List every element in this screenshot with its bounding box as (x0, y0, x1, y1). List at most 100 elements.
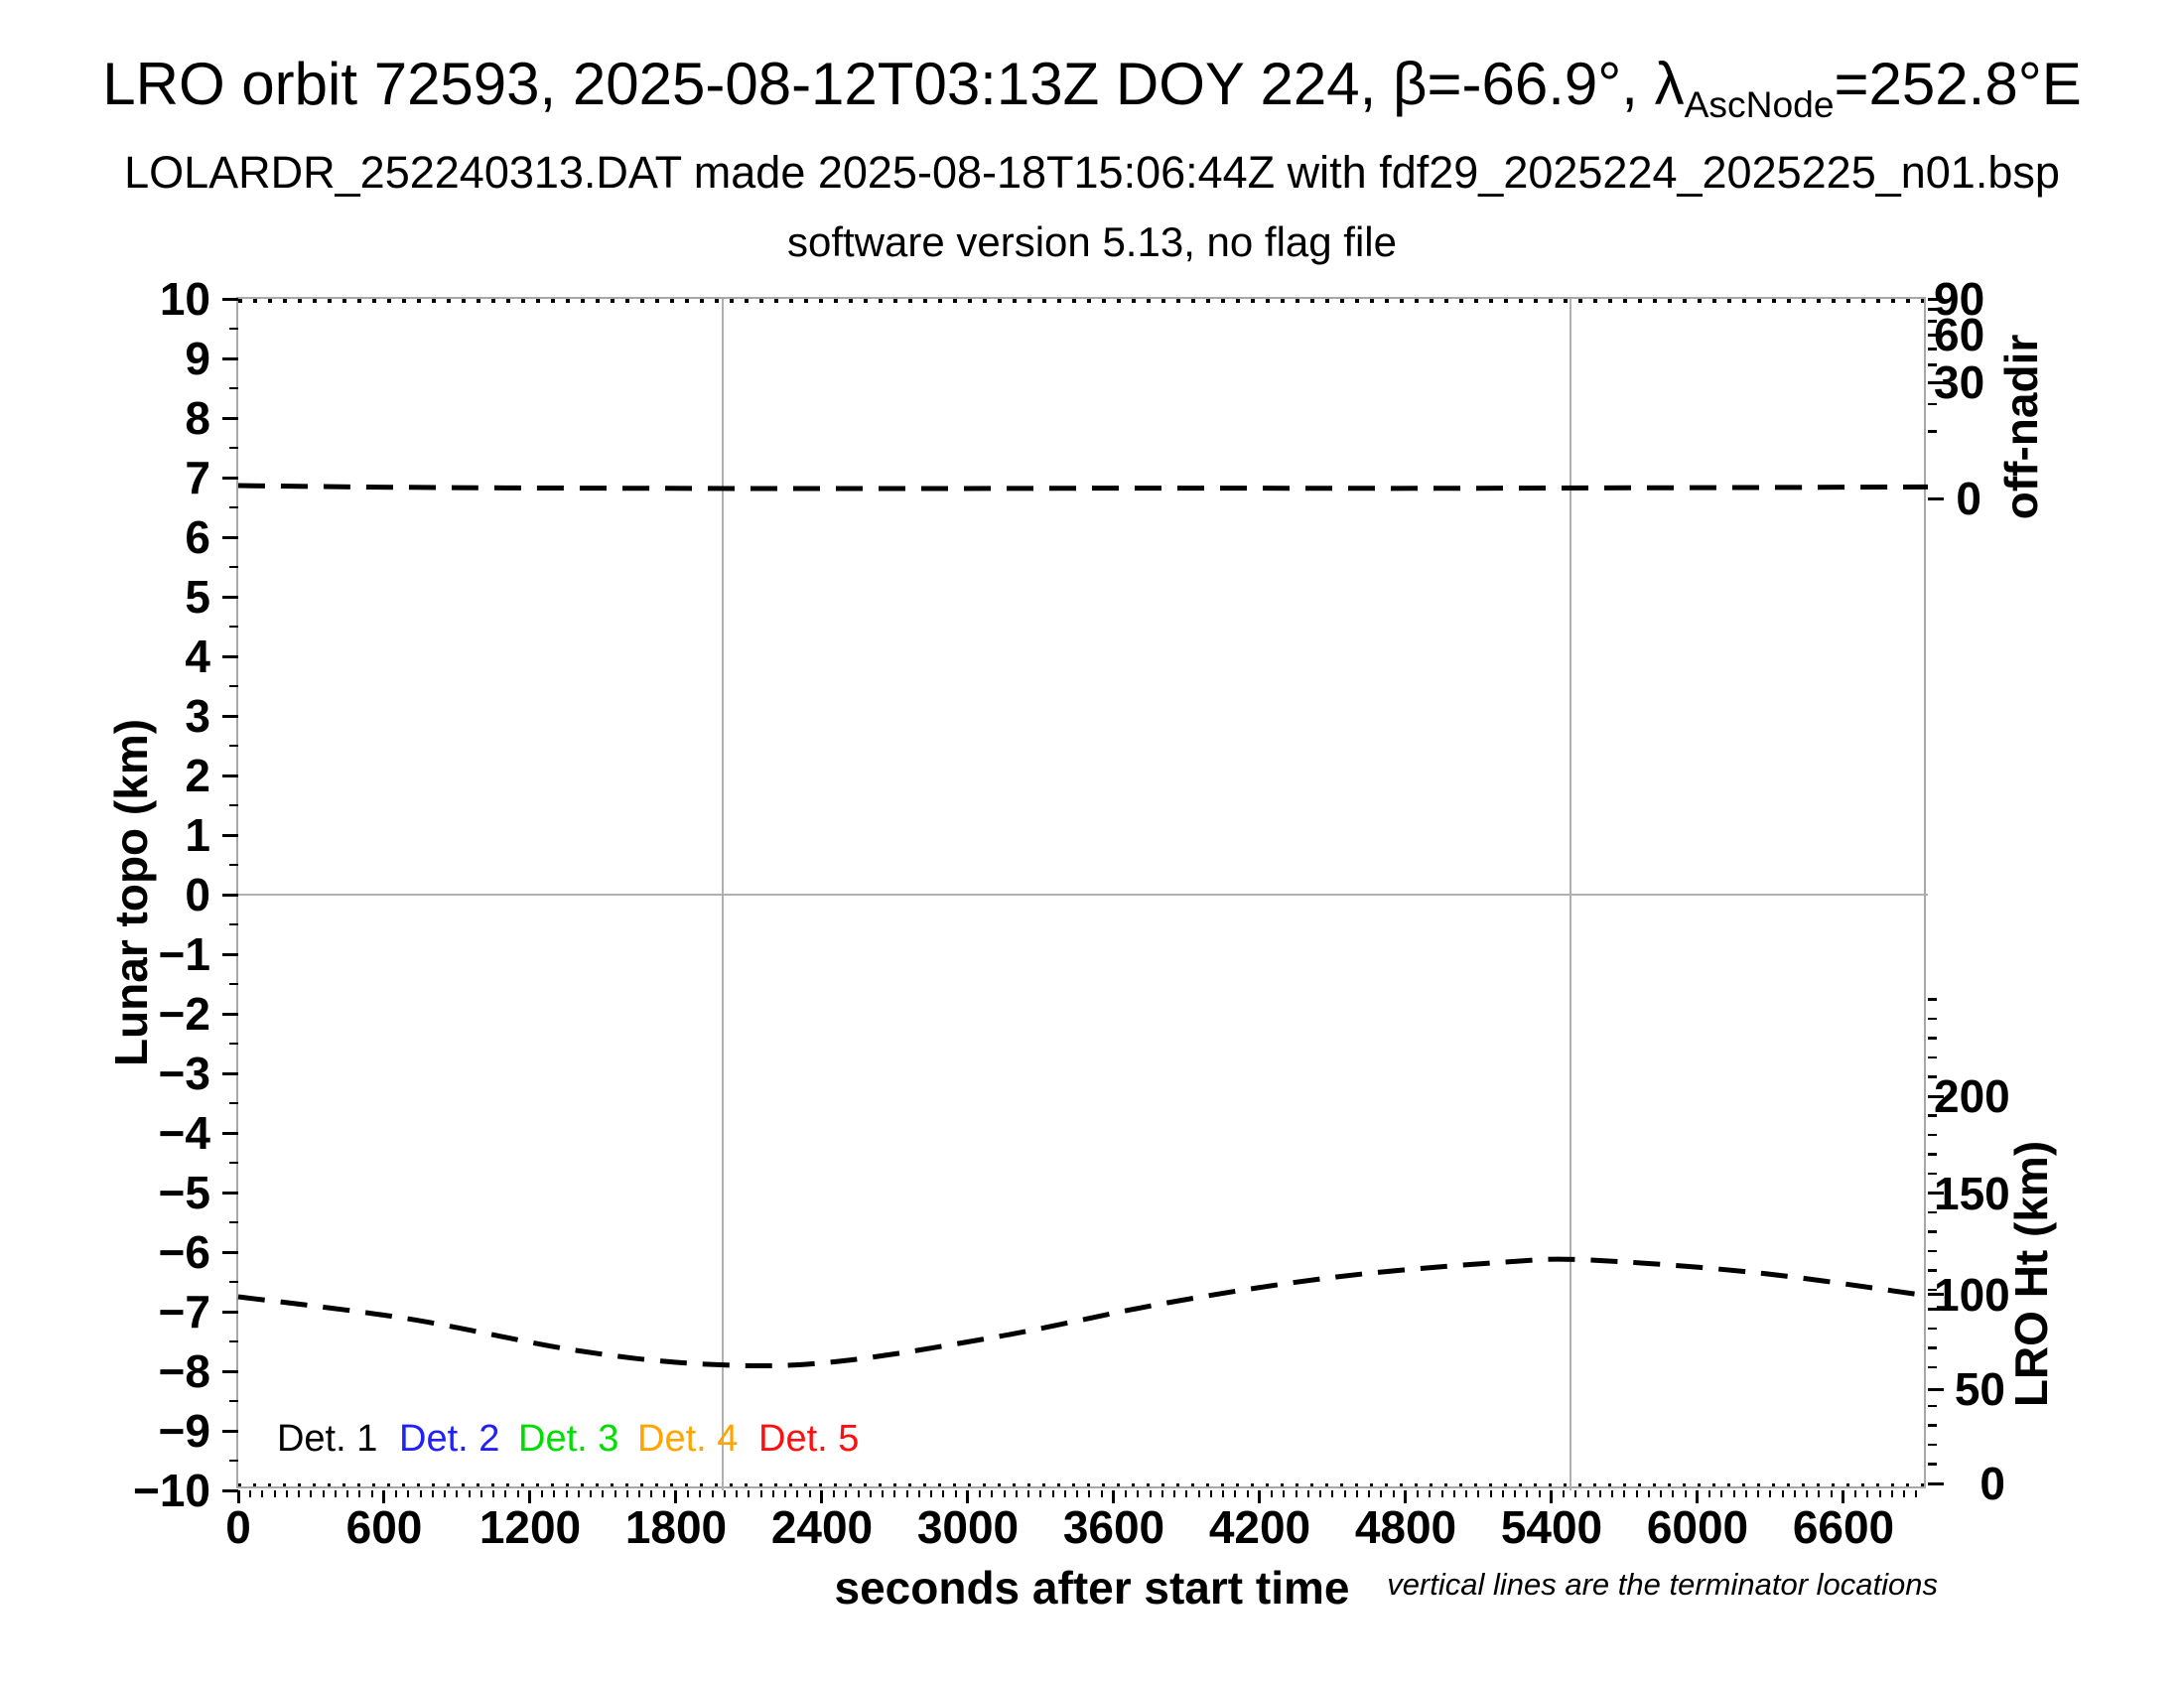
lro-ht-minor-tick (1928, 1114, 1937, 1117)
bottom-minor-tick (1003, 1490, 1006, 1497)
left-minor-tick (229, 386, 238, 390)
bottom-minor-tick (541, 1490, 544, 1497)
bottom-minor-tick (1672, 1490, 1675, 1497)
lro-ht-minor-tick (1928, 1346, 1937, 1349)
bottom-minor-tick (1051, 1490, 1054, 1497)
bottom-minor-tick (310, 1490, 313, 1497)
bottom-tick-label: 1200 (478, 1501, 582, 1553)
offnadir-tick-label: 30 (1934, 356, 1985, 409)
bottom-major-tick (236, 1490, 240, 1503)
bottom-minor-tick (1465, 1490, 1468, 1497)
bottom-minor-tick (1477, 1490, 1480, 1497)
left-major-tick (222, 654, 238, 658)
bottom-major-tick (966, 1490, 970, 1503)
bottom-minor-tick (711, 1490, 714, 1497)
left-major-tick (222, 774, 238, 777)
left-minor-tick (229, 1101, 238, 1105)
lro-ht-minor-tick (1928, 1365, 1937, 1369)
left-minor-tick (229, 446, 238, 450)
bottom-minor-tick (492, 1490, 495, 1497)
left-major-tick (222, 952, 238, 956)
bottom-minor-tick (358, 1490, 361, 1497)
bottom-minor-tick (1319, 1490, 1322, 1497)
bottom-minor-tick (723, 1490, 726, 1497)
bottom-minor-tick (468, 1490, 471, 1497)
bottom-minor-tick (759, 1490, 762, 1497)
bottom-minor-tick (1830, 1490, 1833, 1497)
left-tick-label: 3 (185, 690, 210, 742)
lro-ht-minor-tick (1928, 1463, 1937, 1466)
left-major-tick (222, 476, 238, 480)
lro-ht-minor-tick (1928, 1249, 1937, 1253)
bottom-major-tick (1696, 1490, 1700, 1503)
left-minor-tick (229, 565, 238, 569)
bottom-minor-tick (796, 1490, 799, 1497)
offnadir-tick-label: 60 (1934, 309, 1985, 360)
bottom-minor-tick (1015, 1490, 1018, 1497)
bottom-minor-tick (577, 1490, 580, 1497)
bottom-minor-tick (1489, 1490, 1492, 1497)
bottom-minor-tick (1526, 1490, 1529, 1497)
left-tick-label: 9 (185, 333, 210, 384)
left-minor-tick (229, 327, 238, 331)
bottom-minor-tick (1343, 1490, 1346, 1497)
offnadir-minor-tick (1928, 320, 1937, 323)
bottom-minor-tick (1039, 1490, 1042, 1497)
lro-ht-major-tick (1928, 1094, 1944, 1098)
page-title: LRO orbit 72593, 2025-08-12T03:13Z DOY 2… (0, 50, 2184, 126)
bottom-minor-tick (736, 1490, 739, 1497)
lro-ht-minor-tick (1928, 1055, 1937, 1059)
bottom-minor-tick (1331, 1490, 1334, 1497)
bottom-minor-tick (1234, 1490, 1237, 1497)
bottom-minor-tick (869, 1490, 872, 1497)
bottom-minor-tick (1866, 1490, 1869, 1497)
bottom-minor-tick (1306, 1490, 1309, 1497)
bottom-minor-tick (687, 1490, 690, 1497)
bottom-tick-label: 4200 (1208, 1501, 1311, 1553)
plot-area: 10 9 8 7 6 5 4 3 2 1 0 −1 −2 −3 −4 −5 −6 −7 −8 −9 −10 0 600 120… (133, 276, 2010, 1550)
offnadir-curve (237, 483, 1929, 492)
bottom-minor-tick (1684, 1490, 1687, 1497)
bottom-tick-label: 0 (225, 1501, 251, 1553)
left-major-tick (222, 1369, 238, 1373)
left-major-tick (222, 833, 238, 837)
left-minor-tick (229, 684, 238, 688)
bottom-minor-tick (1185, 1490, 1188, 1497)
legend-item-det2: Det. 2 (399, 1418, 500, 1461)
bottom-tick-label: 6000 (1646, 1501, 1749, 1553)
offnadir-major-tick (1928, 297, 1944, 301)
lro-ht-major-tick (1928, 1387, 1944, 1391)
bottom-minor-tick (285, 1490, 288, 1497)
offnadir-minor-tick (1928, 363, 1937, 366)
bottom-minor-tick (1368, 1490, 1371, 1497)
bottom-minor-tick (1440, 1490, 1443, 1497)
offnadir-minor-tick (1928, 430, 1937, 433)
bottom-minor-tick (1295, 1490, 1297, 1497)
lro-ht-minor-tick (1928, 1404, 1937, 1408)
top-axis-dotted-ticks (238, 299, 1924, 303)
left-minor-tick (229, 1220, 238, 1224)
title-subscript: AscNode (1684, 83, 1835, 125)
bottom-minor-tick (431, 1490, 434, 1497)
bottom-minor-tick (1088, 1490, 1091, 1497)
bottom-minor-tick (1708, 1490, 1711, 1497)
bottom-minor-tick (625, 1490, 628, 1497)
curves-layer (237, 483, 1929, 1369)
bottom-minor-tick (479, 1490, 482, 1497)
bottom-minor-tick (1903, 1490, 1906, 1497)
lro-ht-minor-tick (1928, 1172, 1937, 1176)
bottom-major-tick (382, 1490, 386, 1503)
bottom-minor-tick (1915, 1490, 1918, 1497)
left-minor-tick (229, 922, 238, 926)
bottom-minor-tick (1355, 1490, 1358, 1497)
legend-item-det5: Det. 5 (758, 1418, 860, 1461)
left-minor-tick (229, 505, 238, 509)
left-tick-label: −6 (158, 1226, 210, 1278)
bottom-tick-label: 3600 (1062, 1501, 1165, 1553)
bottom-major-tick (674, 1490, 678, 1503)
bottom-minor-tick (942, 1490, 945, 1497)
lro-ht-minor-tick (1928, 1133, 1937, 1137)
bottom-minor-tick (857, 1490, 860, 1497)
left-minor-tick (229, 1280, 238, 1284)
bottom-minor-tick (553, 1490, 556, 1497)
